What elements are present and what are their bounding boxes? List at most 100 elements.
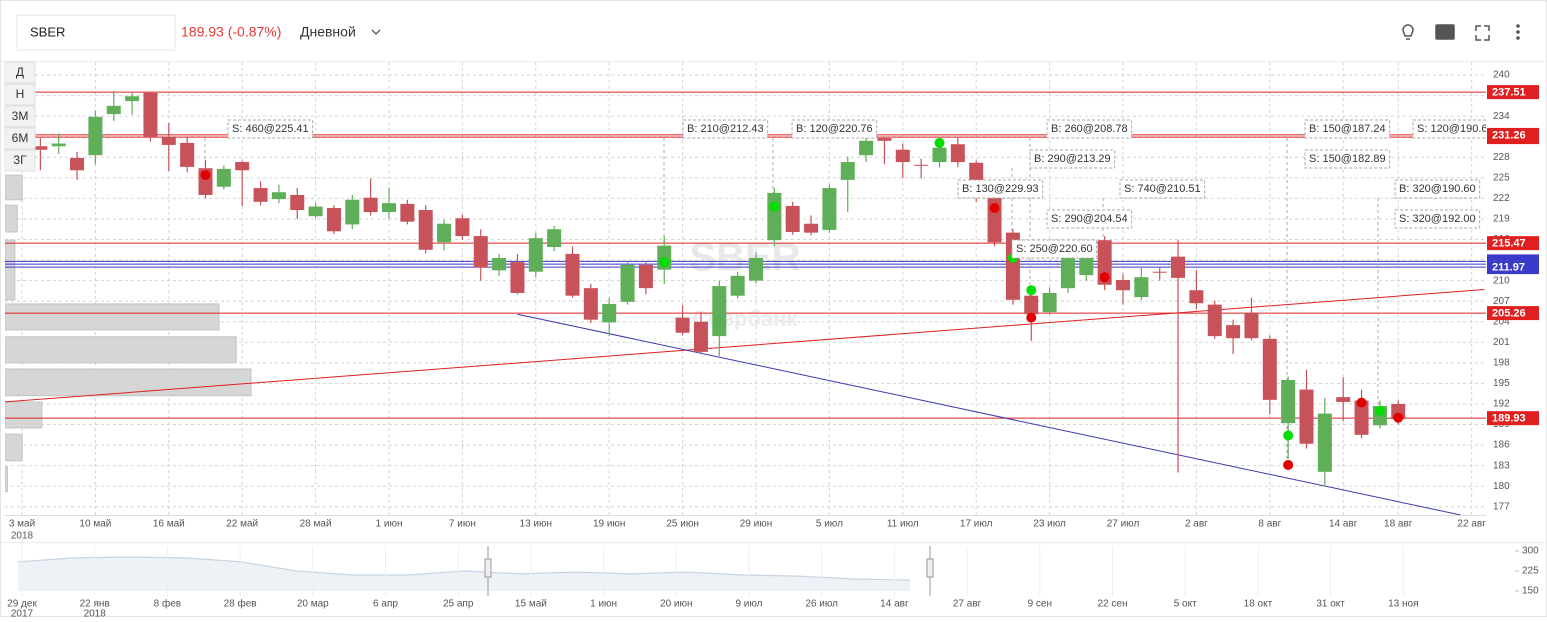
- period-label[interactable]: 3М: [12, 109, 29, 123]
- candle-body: [1042, 292, 1057, 313]
- navigator-x-label: 20 мар: [297, 599, 329, 610]
- candle-body: [253, 188, 268, 202]
- candle-body: [1336, 397, 1351, 402]
- trade-marker: [1393, 412, 1404, 423]
- candle-body: [1226, 325, 1241, 339]
- dropdown-chevron[interactable]: [371, 29, 381, 35]
- y-tick-label: 186: [1493, 440, 1510, 451]
- price-label: 205.26: [1492, 308, 1526, 320]
- x-tick-label: 1 июн: [376, 519, 403, 530]
- period-label[interactable]: 6М: [12, 131, 29, 145]
- y-tick-label: 198: [1493, 357, 1510, 368]
- hint-icon[interactable]: [1402, 24, 1414, 40]
- navigator-x-label: 20 июн: [660, 599, 693, 610]
- symbol-input[interactable]: [16, 14, 176, 51]
- candle-body: [1024, 295, 1039, 315]
- candle-body: [822, 188, 837, 230]
- price-label: 231.26: [1492, 129, 1526, 141]
- y-tick-label: 210: [1493, 275, 1510, 286]
- x-tick-label: 22 авг: [1457, 519, 1486, 530]
- candle-body: [308, 206, 323, 217]
- candle-body: [804, 223, 819, 233]
- candle-body: [1097, 240, 1112, 285]
- annotation-box: [1304, 149, 1391, 169]
- trade-marker: [1026, 285, 1037, 296]
- candle-body: [583, 288, 598, 320]
- candle-body: [1244, 312, 1259, 339]
- candle-body: [914, 164, 929, 166]
- candle-body: [1354, 400, 1369, 435]
- annotation: S: 740@210.51: [1124, 183, 1201, 195]
- volume-profile-bar: [5, 466, 8, 493]
- candle-body: [235, 162, 250, 171]
- x-tick-label: 19 июн: [593, 519, 626, 530]
- annotation-box: [1304, 119, 1391, 139]
- annotation-box: [1119, 179, 1206, 199]
- period-label[interactable]: Д: [16, 65, 24, 79]
- period-button[interactable]: [4, 83, 36, 106]
- interval-dropdown[interactable]: Дневной: [300, 24, 356, 40]
- candle-body: [1152, 271, 1167, 273]
- volume-profile-bar: [5, 204, 18, 233]
- candle-body: [840, 162, 855, 180]
- navigator-handle[interactable]: [926, 558, 934, 578]
- navigator-x-label: 31 окт: [1316, 599, 1345, 610]
- trade-marker: [200, 170, 211, 181]
- period-label[interactable]: 3Г: [13, 153, 27, 167]
- x-tick-label: 23 июл: [1033, 519, 1066, 530]
- fullscreen-icon[interactable]: [1475, 25, 1490, 41]
- trendline: [517, 313, 1461, 515]
- candle-body: [180, 142, 195, 167]
- navigator-x-label: 6 апр: [373, 599, 398, 610]
- annotation-box: [1394, 209, 1481, 229]
- annotation: S: 150@182.89: [1309, 153, 1386, 165]
- navigator-y-label: 225: [1522, 566, 1539, 577]
- navigator-year: 2017: [11, 609, 34, 617]
- period-button[interactable]: [4, 149, 36, 172]
- x-tick-label: 5 июл: [816, 519, 843, 530]
- candle-body: [290, 194, 305, 211]
- candle-body: [749, 258, 763, 281]
- candle-body: [492, 258, 507, 271]
- x-tick-label: 14 авг: [1329, 519, 1358, 530]
- annotation: S: 120@190.60: [1417, 123, 1494, 135]
- candle-body: [730, 275, 745, 296]
- image-icon[interactable]: [1435, 24, 1455, 40]
- period-button[interactable]: [4, 127, 36, 150]
- volume-profile-bar: [5, 239, 16, 301]
- candle-body: [125, 96, 140, 102]
- x-tick-label: 18 авг: [1384, 519, 1413, 530]
- navigator-x-label: 9 сен: [1028, 599, 1052, 610]
- y-tick-label: 219: [1493, 214, 1510, 225]
- period-label[interactable]: Н: [16, 87, 25, 101]
- period-button[interactable]: [4, 105, 36, 128]
- navigator-x-label: 22 сен: [1098, 599, 1128, 610]
- annotation-box: [957, 179, 1044, 199]
- annotation: B: 320@190.60: [1399, 183, 1476, 195]
- symbol: SBER: [30, 24, 65, 39]
- navigator-x-label: 18 окт: [1244, 599, 1273, 610]
- annotation-box: [1412, 119, 1486, 139]
- annotation-box: [1046, 119, 1133, 139]
- candle-body: [143, 92, 158, 137]
- navigator-x-label: 13 ноя: [1388, 599, 1418, 610]
- x-tick-label: 28 май: [300, 519, 332, 530]
- x-tick-label: 2 авг: [1185, 519, 1208, 530]
- candle-body: [455, 218, 470, 237]
- price-label: 189.93: [1492, 413, 1526, 425]
- candle-body: [767, 192, 782, 241]
- navigator-handle[interactable]: [484, 558, 492, 578]
- candle-body: [437, 223, 452, 243]
- candle-body: [271, 192, 286, 200]
- trade-marker: [1283, 459, 1294, 470]
- menu-icon[interactable]: [1516, 24, 1520, 40]
- candle-body: [950, 144, 965, 163]
- period-button[interactable]: [4, 61, 36, 84]
- candle-body: [859, 140, 874, 156]
- x-tick-label: 16 май: [153, 519, 185, 530]
- candle-body: [1262, 338, 1277, 400]
- annotation: S: 250@220.60: [1016, 243, 1093, 255]
- x-year-label: 2018: [11, 531, 34, 542]
- quote: 189.93 (-0.87%): [181, 24, 281, 40]
- annotation-box: [1394, 179, 1481, 199]
